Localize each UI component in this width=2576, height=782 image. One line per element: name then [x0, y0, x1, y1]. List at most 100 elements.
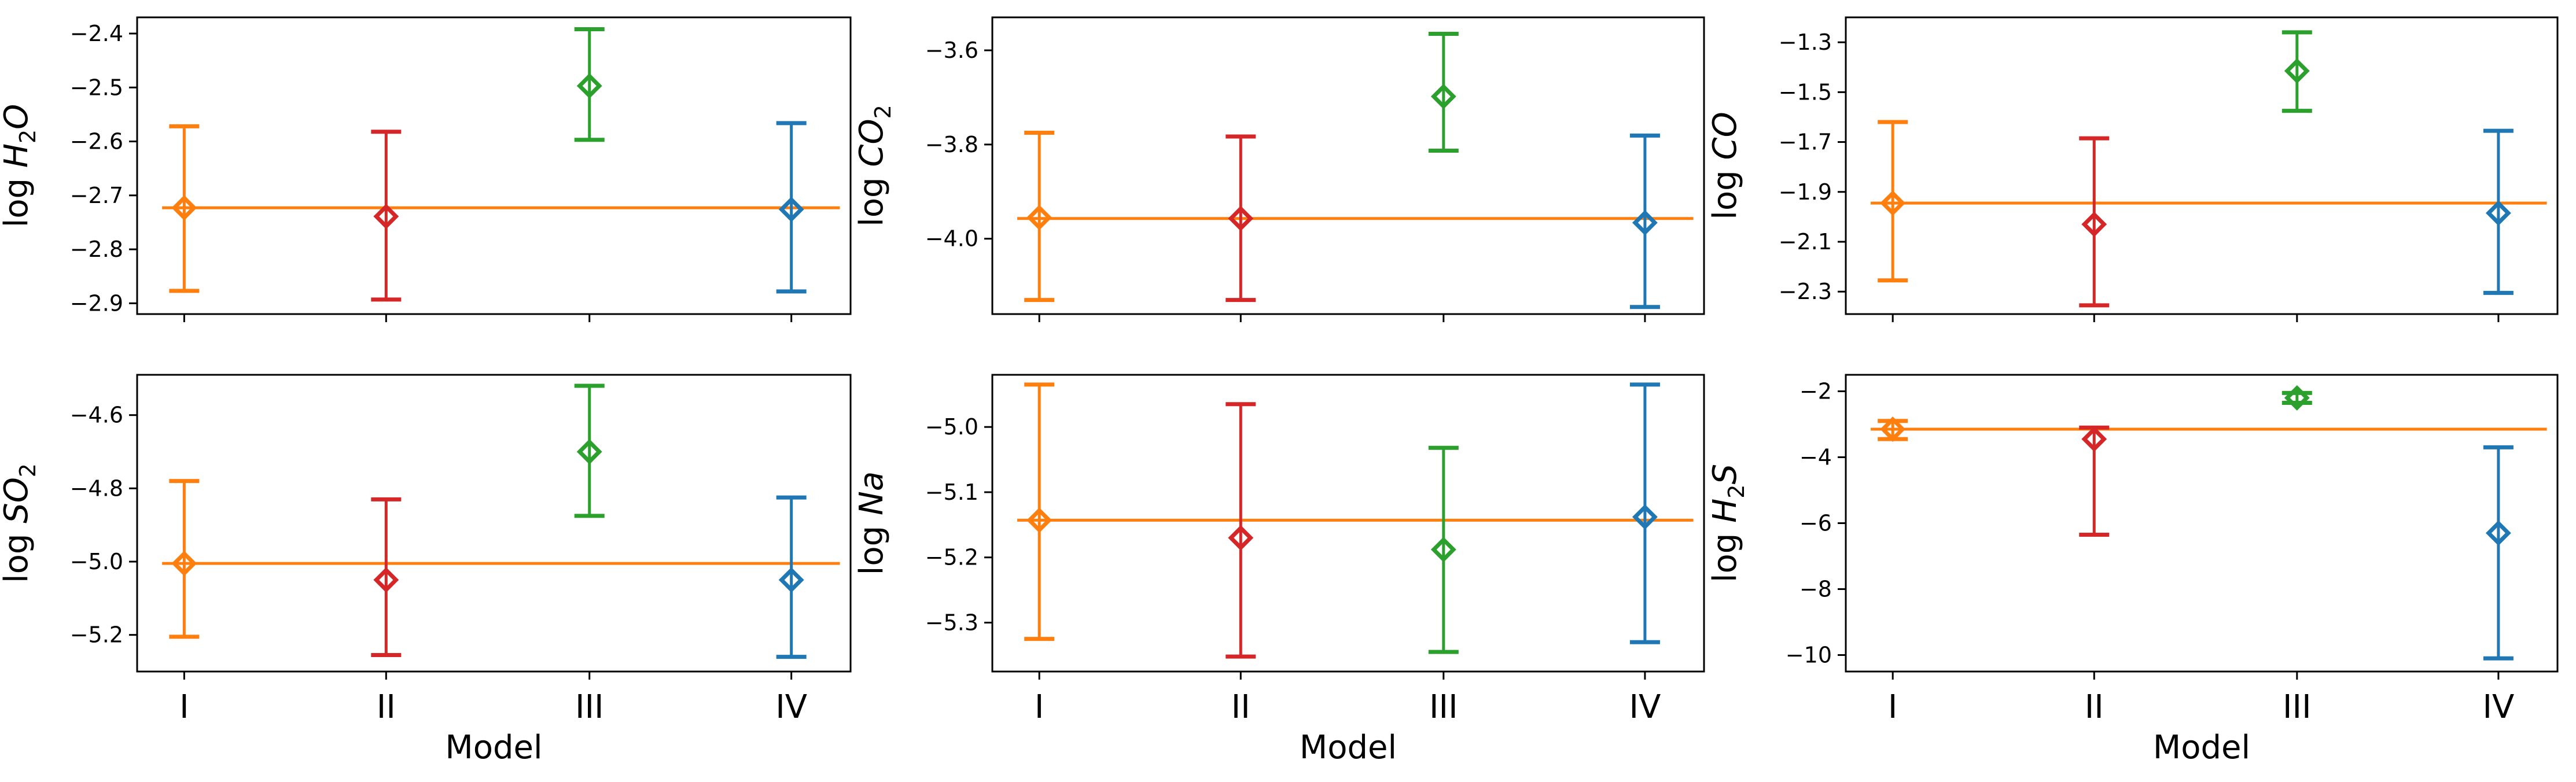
y-tick-label: −4.8	[70, 475, 123, 501]
errorbar-II	[2079, 425, 2110, 537]
y-tick-label: −1.3	[1779, 29, 1832, 55]
errorbar-III	[2281, 385, 2312, 411]
y-axis-title: log SO2	[0, 463, 41, 583]
y-tick-label: −2	[1799, 379, 1832, 404]
x-tick-label: III	[1429, 688, 1458, 726]
axes-frame	[1845, 374, 2559, 673]
errorbar-IV	[776, 121, 807, 294]
y-tick-label: −2.6	[70, 129, 123, 154]
y-tick-label: −2.1	[1779, 229, 1832, 254]
errorbar-I	[169, 124, 200, 293]
y-tick-label: −1.9	[1779, 179, 1832, 205]
x-tick-label: II	[1231, 688, 1250, 726]
errorbar-I	[1878, 120, 1908, 283]
data-point-marker	[1228, 525, 1254, 551]
data-point-marker	[1632, 504, 1658, 530]
x-tick-label: II	[2085, 688, 2104, 726]
data-point-marker	[373, 567, 399, 593]
data-point-marker	[1880, 190, 1906, 216]
errorbar-II	[1226, 134, 1256, 303]
errorbar-I	[1024, 382, 1055, 641]
errorbar-III	[2281, 30, 2312, 113]
data-point-marker	[1632, 210, 1658, 235]
panel-2: −3.6 −3.8 −4.0 log CO2	[853, 16, 1705, 322]
data-point-marker	[1026, 507, 1053, 533]
y-tick-label: −2.9	[70, 290, 123, 316]
data-point-marker	[576, 73, 602, 99]
x-tick-label: I	[1035, 688, 1044, 726]
y-tick-label: −5.3	[925, 610, 978, 635]
y-tick-label: −5.0	[70, 549, 123, 574]
data-point-marker	[1228, 205, 1254, 231]
data-point-marker	[778, 197, 804, 223]
data-point-marker	[576, 439, 602, 464]
y-tick-label: −1.5	[1779, 79, 1832, 105]
y-tick-label: −2.7	[70, 183, 123, 208]
y-axis-title: log Na	[853, 471, 890, 575]
data-point-marker	[2284, 385, 2310, 411]
y-axis-title: log H2O	[0, 104, 41, 228]
data-point-marker	[2485, 520, 2511, 546]
data-point-marker	[778, 567, 804, 593]
x-tick-label: II	[377, 688, 396, 726]
axes-frame	[136, 374, 852, 673]
data-point-marker	[171, 195, 197, 221]
y-axis-title: log CO2	[853, 105, 896, 227]
axes-frame	[991, 16, 1705, 315]
data-point-marker	[1880, 416, 1906, 442]
axes-frame	[1845, 16, 2559, 315]
data-point-marker	[1430, 537, 1456, 563]
y-tick-label: −1.7	[1779, 130, 1832, 155]
axes-frame	[136, 16, 852, 315]
data-point-marker	[2081, 211, 2107, 237]
panel-3: −1.3 −1.5 −1.7 −1.9 −2.1 −2.3 log CO	[1706, 16, 2559, 322]
errorbar-I	[1024, 131, 1055, 303]
errorbar-III	[574, 27, 605, 142]
y-tick-label: −5.0	[925, 414, 978, 440]
x-tick-label: IV	[775, 688, 807, 726]
y-tick-label: −2.5	[70, 75, 123, 100]
y-tick-label: −3.6	[925, 38, 978, 63]
y-tick-label: −6	[1799, 511, 1832, 536]
errorbar-II	[371, 130, 402, 302]
x-tick-label: III	[575, 688, 604, 726]
axes-frame	[991, 374, 1705, 673]
panel-1: −2.4 −2.5 −2.6 −2.7 −2.8 −2.9 log H2O	[0, 16, 852, 322]
y-tick-label: −4.6	[70, 403, 123, 428]
errorbar-IV	[2483, 128, 2514, 295]
data-point-marker	[2284, 58, 2310, 84]
errorbar-IV	[2483, 445, 2514, 661]
y-tick-label: −2.8	[70, 237, 123, 262]
errorbar-III	[1428, 32, 1459, 153]
x-axis-title: Model	[445, 729, 542, 766]
x-tick-label: IV	[1629, 688, 1661, 726]
errorbar-II	[1226, 402, 1256, 659]
y-tick-label: −5.2	[70, 622, 123, 648]
x-tick-label: I	[179, 688, 189, 726]
data-point-marker	[373, 204, 399, 230]
errorbar-II	[371, 497, 402, 657]
errorbar-II	[2079, 136, 2110, 308]
x-tick-label: III	[2283, 688, 2312, 726]
y-tick-label: −4	[1799, 445, 1832, 470]
errorbar-III	[574, 383, 605, 518]
errorbar-IV	[1629, 382, 1660, 644]
y-tick-label: −8	[1799, 577, 1832, 602]
errorbar-I	[169, 479, 200, 639]
x-tick-label: I	[1888, 688, 1898, 726]
x-axis-title: Model	[2153, 729, 2250, 766]
y-tick-label: −2.4	[70, 21, 123, 46]
data-point-marker	[171, 551, 197, 577]
y-tick-label: −2.3	[1779, 279, 1832, 304]
x-axis-title: Model	[1300, 729, 1397, 766]
data-point-marker	[2485, 200, 2511, 226]
y-tick-label: −5.1	[925, 479, 978, 505]
errorbar-III	[1428, 445, 1459, 654]
errorbar-IV	[776, 495, 807, 659]
x-tick-label: IV	[2482, 688, 2514, 726]
y-axis-title: log CO	[1706, 112, 1744, 219]
